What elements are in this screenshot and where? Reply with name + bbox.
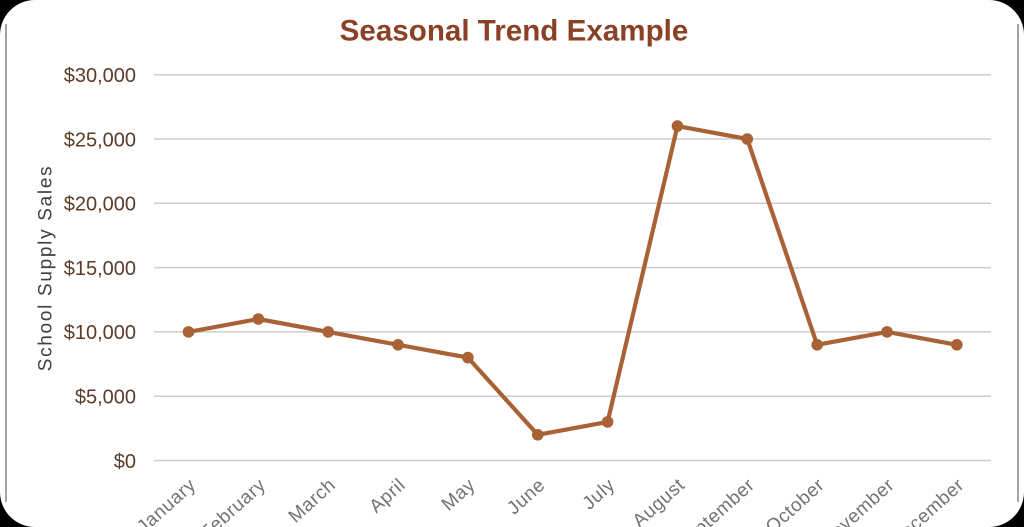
svg-text:February: February	[196, 475, 270, 527]
svg-text:December: December	[886, 475, 968, 527]
svg-text:November: November	[816, 475, 898, 527]
svg-text:January: January	[133, 475, 200, 527]
svg-text:$0: $0	[114, 451, 136, 473]
svg-text:$15,000: $15,000	[64, 258, 136, 280]
svg-text:$25,000: $25,000	[64, 129, 136, 151]
svg-text:May: May	[438, 475, 480, 516]
svg-text:July: July	[579, 475, 620, 515]
svg-text:March: March	[285, 475, 340, 527]
svg-text:$20,000: $20,000	[64, 194, 136, 216]
svg-text:September: September	[672, 475, 759, 527]
svg-text:School Supply Sales: School Supply Sales	[36, 165, 57, 372]
svg-text:$5,000: $5,000	[75, 387, 136, 409]
svg-text:October: October	[762, 475, 829, 527]
svg-text:$10,000: $10,000	[64, 322, 136, 344]
svg-text:August: August	[629, 475, 690, 527]
svg-text:June: June	[503, 475, 549, 520]
svg-text:Seasonal Trend Example: Seasonal Trend Example	[340, 14, 689, 47]
svg-text:April: April	[366, 475, 410, 518]
svg-text:$30,000: $30,000	[64, 65, 136, 87]
